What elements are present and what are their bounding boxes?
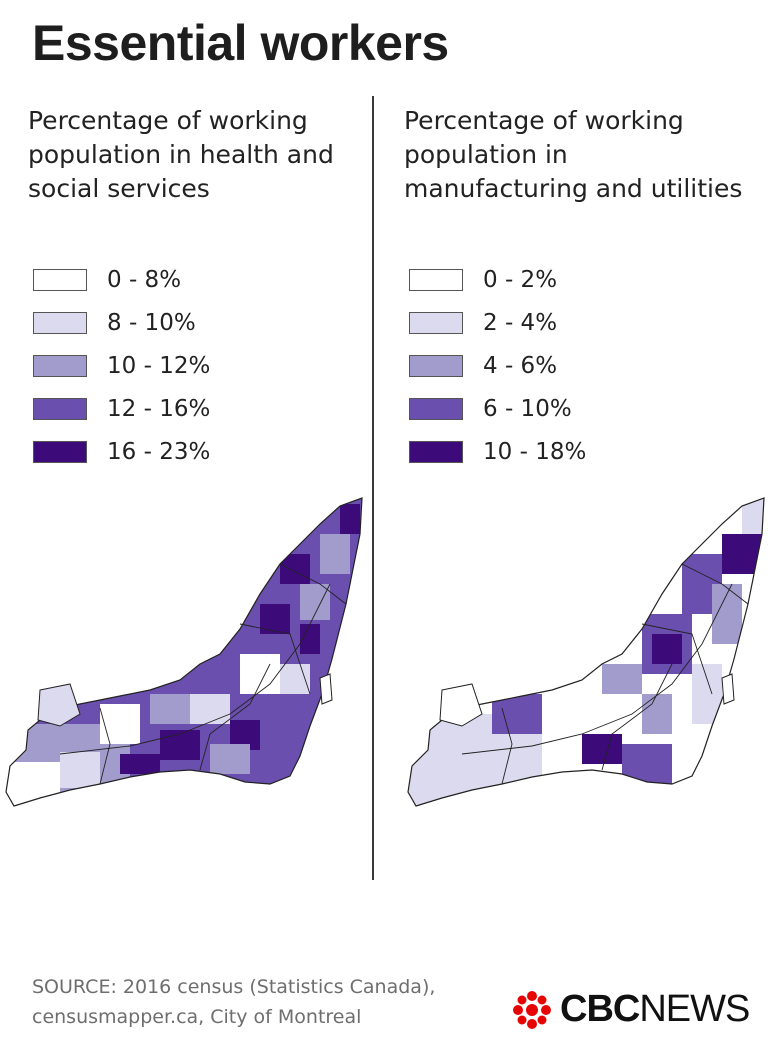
legend-swatch — [33, 354, 87, 377]
logo-news: NEWS — [639, 988, 750, 1030]
health-subtitle: Percentage of working population in heal… — [28, 106, 334, 203]
health-panel: Percentage of working population in heal… — [28, 104, 368, 465]
legend-item: 10 - 18% — [409, 430, 586, 473]
legend-label: 8 - 10% — [107, 309, 196, 336]
legend-item: 0 - 2% — [409, 258, 586, 301]
legend-label: 16 - 23% — [107, 438, 211, 465]
legend-label: 6 - 10% — [483, 395, 572, 422]
health-legend: 0 - 8% 8 - 10% 10 - 12% 12 - 16% 16 - 23… — [33, 258, 210, 473]
legend-swatch — [33, 397, 87, 420]
legend-item: 4 - 6% — [409, 344, 586, 387]
legend-label: 10 - 18% — [483, 438, 587, 465]
manufacturing-subtitle: Percentage of working population in manu… — [404, 106, 743, 203]
cbc-gem-icon — [513, 990, 551, 1029]
legend-item: 16 - 23% — [33, 430, 210, 473]
legend-label: 2 - 4% — [483, 309, 558, 336]
manufacturing-montreal-map — [407, 497, 765, 807]
manufacturing-legend: 0 - 2% 2 - 4% 4 - 6% 6 - 10% 10 - 18% — [409, 258, 586, 473]
legend-item: 0 - 8% — [33, 258, 210, 301]
legend-swatch — [409, 397, 463, 420]
source-line-1: SOURCE: 2016 census (Statistics Canada), — [32, 976, 436, 998]
legend-item: 10 - 12% — [33, 344, 210, 387]
legend-label: 4 - 6% — [483, 352, 558, 379]
legend-label: 0 - 8% — [107, 266, 182, 293]
legend-label: 12 - 16% — [107, 395, 211, 422]
legend-swatch — [33, 311, 87, 334]
health-montreal-map — [5, 497, 363, 807]
cbc-news-logo: CBCNEWS — [512, 988, 750, 1031]
legend-item: 2 - 4% — [409, 301, 586, 344]
legend-swatch — [409, 311, 463, 334]
legend-item: 6 - 10% — [409, 387, 586, 430]
panel-divider — [372, 96, 374, 880]
logo-cbc: CBC — [560, 988, 640, 1030]
source-note: SOURCE: 2016 census (Statistics Canada),… — [32, 972, 435, 1032]
legend-swatch — [409, 440, 463, 463]
legend-item: 12 - 16% — [33, 387, 210, 430]
legend-item: 8 - 10% — [33, 301, 210, 344]
page-title: Essential workers — [32, 15, 449, 71]
source-line-2: censusmapper.ca, City of Montreal — [32, 1006, 362, 1028]
cbc-news-wordmark: CBCNEWS — [560, 988, 750, 1031]
manufacturing-panel: Percentage of working population in manu… — [404, 104, 744, 465]
legend-swatch — [33, 268, 87, 291]
legend-swatch — [409, 268, 463, 291]
legend-swatch — [409, 354, 463, 377]
legend-swatch — [33, 440, 87, 463]
legend-label: 0 - 2% — [483, 266, 558, 293]
legend-label: 10 - 12% — [107, 352, 211, 379]
